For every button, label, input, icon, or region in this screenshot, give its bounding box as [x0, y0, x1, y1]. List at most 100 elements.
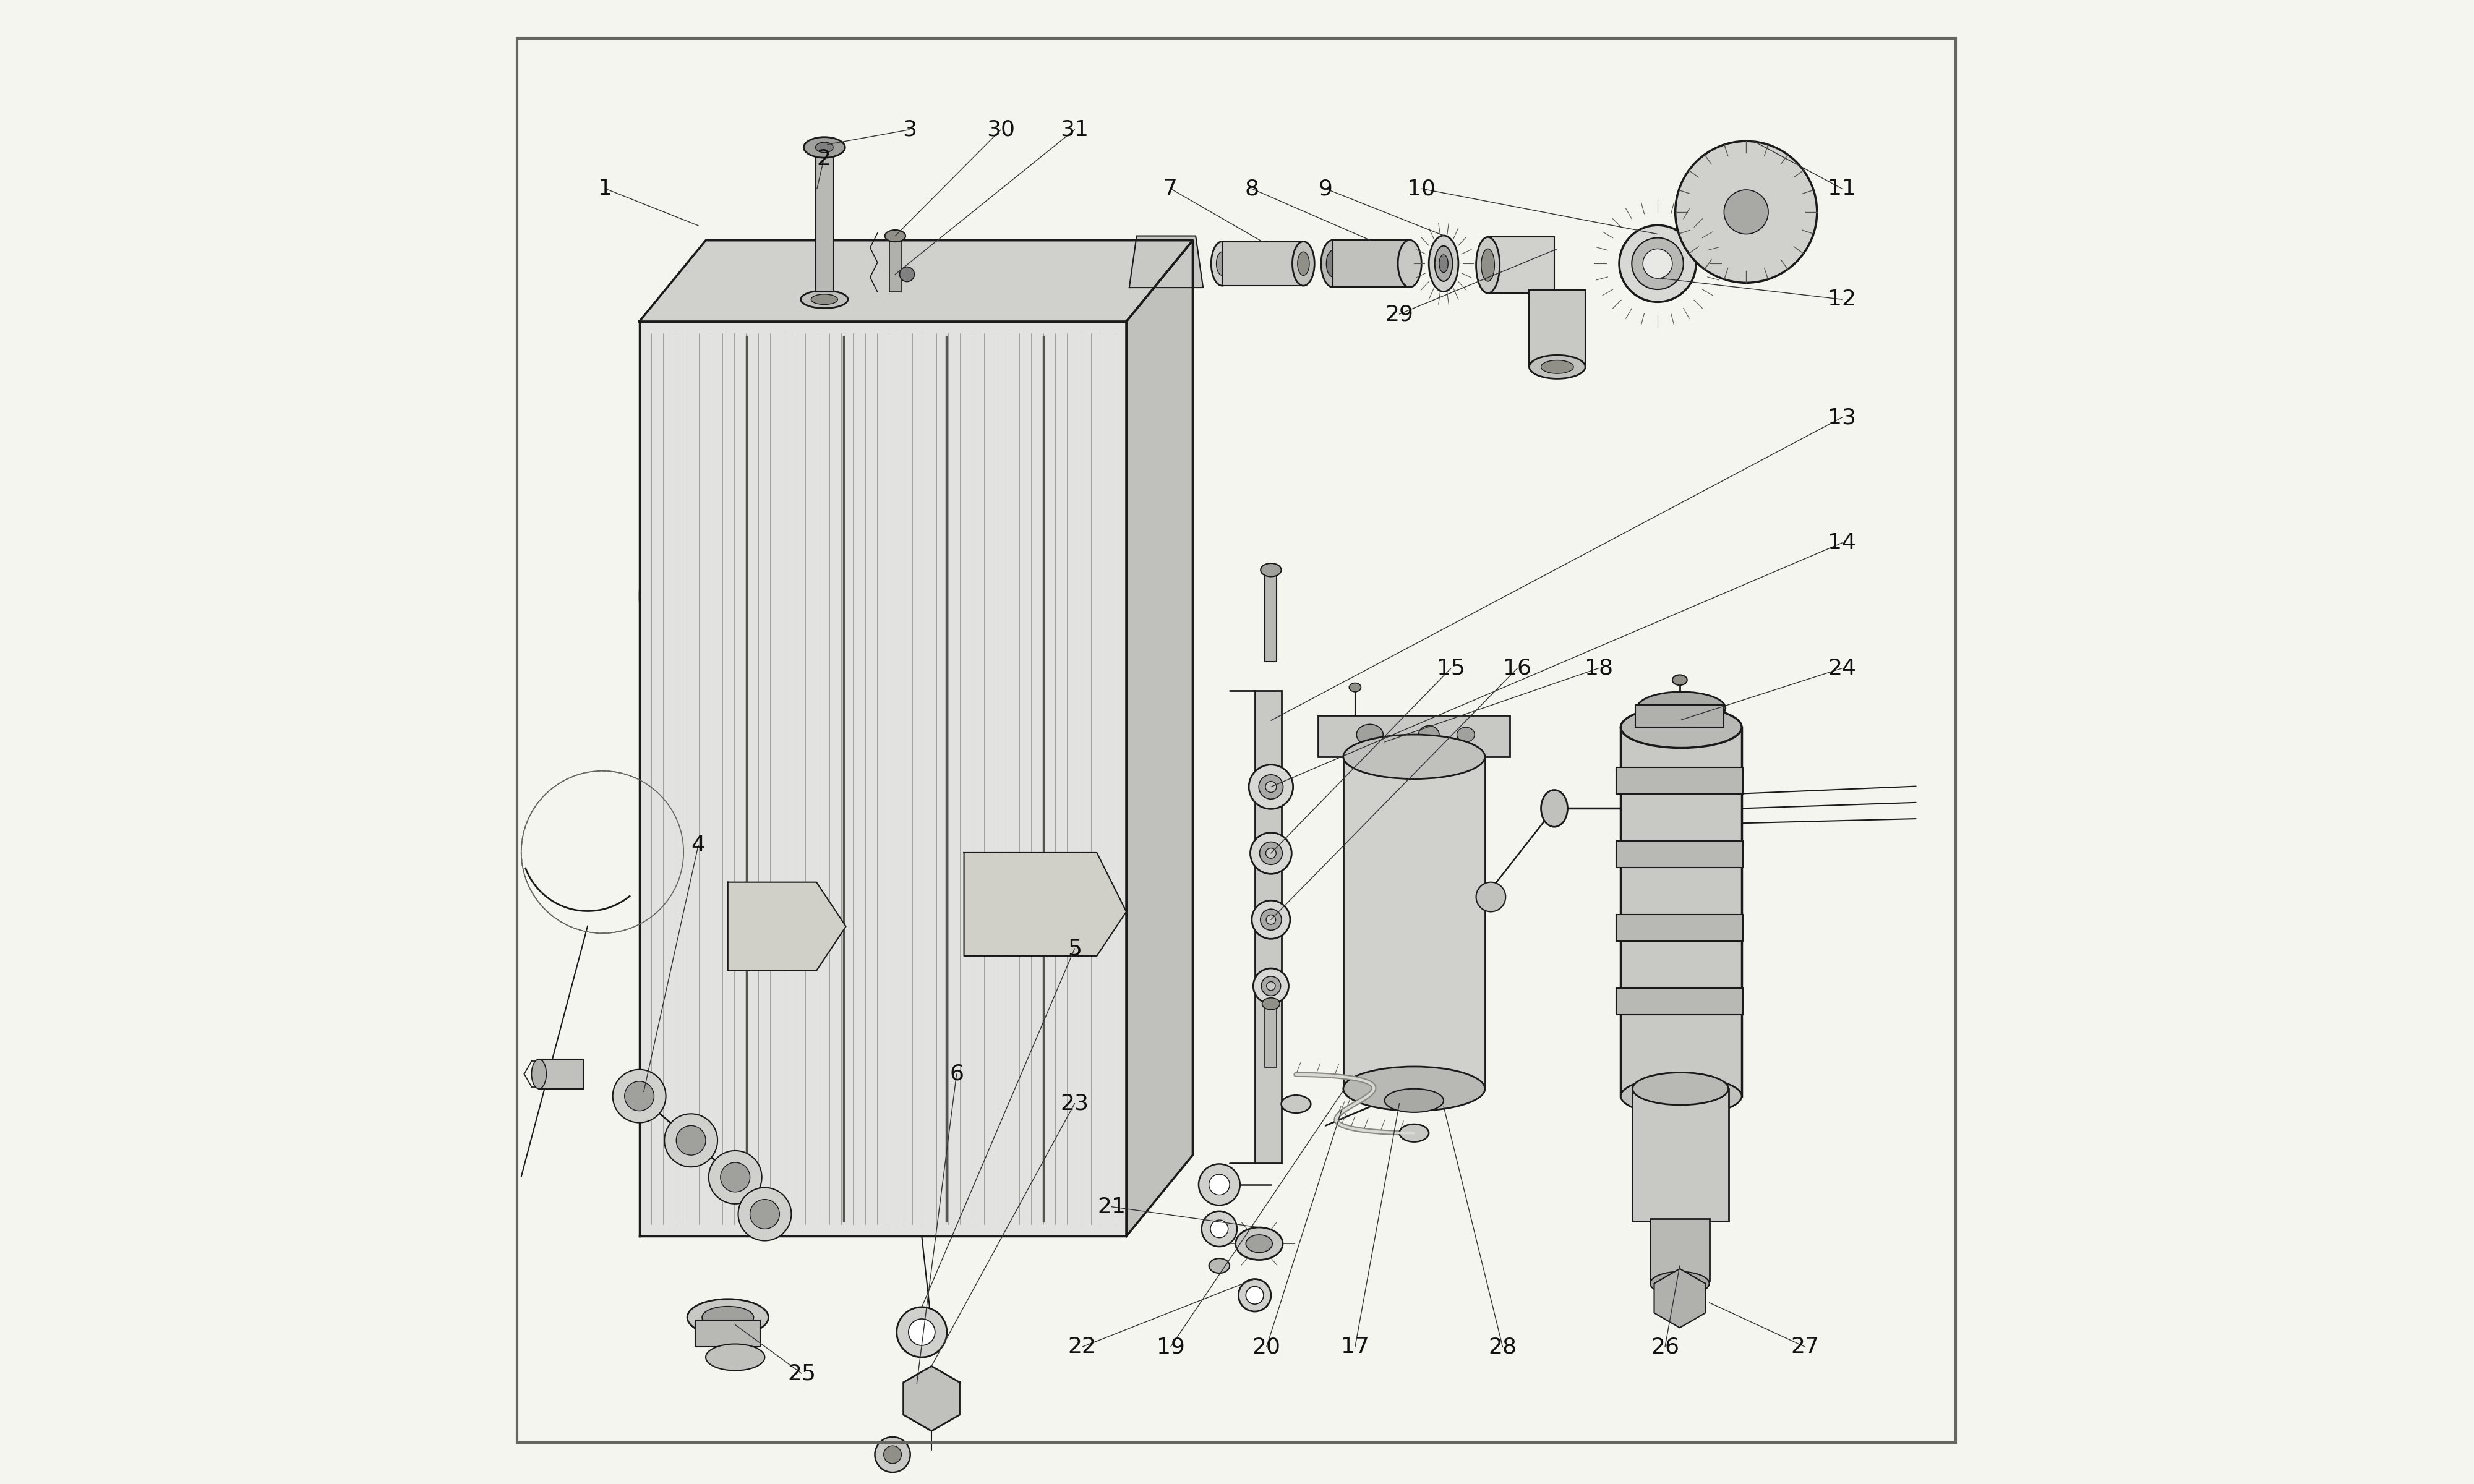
Text: 9: 9: [1319, 178, 1333, 199]
Ellipse shape: [1482, 249, 1494, 282]
Bar: [1633, 1089, 1729, 1221]
Ellipse shape: [1398, 240, 1423, 288]
Ellipse shape: [1259, 910, 1282, 930]
Text: 27: 27: [1791, 1337, 1818, 1358]
Polygon shape: [1128, 236, 1202, 288]
Polygon shape: [638, 322, 1126, 1236]
Bar: [539, 1060, 584, 1089]
Circle shape: [1202, 1211, 1237, 1247]
Ellipse shape: [1249, 764, 1294, 809]
Circle shape: [767, 907, 807, 945]
Polygon shape: [1126, 240, 1192, 1236]
Text: 17: 17: [1341, 1337, 1368, 1358]
Text: 3: 3: [903, 119, 915, 139]
Ellipse shape: [1239, 1279, 1272, 1312]
Ellipse shape: [1643, 249, 1672, 279]
Ellipse shape: [1282, 1095, 1311, 1113]
Circle shape: [1477, 881, 1507, 911]
Ellipse shape: [1247, 1235, 1272, 1252]
Bar: [888, 240, 901, 292]
Bar: [816, 151, 834, 292]
Text: 15: 15: [1437, 657, 1465, 678]
Ellipse shape: [1210, 1258, 1230, 1273]
Bar: [695, 1321, 760, 1347]
Ellipse shape: [1254, 969, 1289, 1003]
Text: 13: 13: [1828, 407, 1856, 427]
Circle shape: [675, 1125, 705, 1155]
Ellipse shape: [1267, 981, 1277, 990]
Ellipse shape: [1541, 361, 1573, 374]
Text: 2: 2: [816, 148, 831, 169]
Text: 11: 11: [1828, 178, 1856, 199]
Ellipse shape: [1435, 246, 1452, 282]
Bar: [1264, 573, 1277, 662]
Bar: [1264, 1008, 1277, 1067]
Bar: [1616, 914, 1744, 941]
Bar: [1616, 767, 1744, 794]
Ellipse shape: [1267, 847, 1277, 858]
Ellipse shape: [1321, 240, 1346, 288]
Bar: [1333, 240, 1410, 288]
Ellipse shape: [1217, 252, 1227, 276]
Ellipse shape: [1356, 724, 1383, 745]
Circle shape: [666, 1114, 717, 1166]
Ellipse shape: [705, 1345, 764, 1371]
Ellipse shape: [1259, 841, 1282, 865]
Polygon shape: [1655, 1269, 1705, 1328]
Ellipse shape: [1259, 775, 1284, 798]
Bar: [1254, 692, 1282, 1163]
Circle shape: [623, 1082, 653, 1112]
Circle shape: [614, 1070, 666, 1123]
Ellipse shape: [1247, 1287, 1264, 1304]
Polygon shape: [903, 1367, 960, 1431]
Ellipse shape: [1418, 726, 1440, 743]
Circle shape: [1197, 1163, 1239, 1205]
Bar: [1487, 237, 1554, 294]
Ellipse shape: [1457, 727, 1475, 742]
Ellipse shape: [1267, 914, 1277, 925]
Circle shape: [1724, 190, 1769, 234]
Text: 22: 22: [1069, 1337, 1096, 1358]
Text: 30: 30: [987, 119, 1014, 139]
Ellipse shape: [811, 294, 839, 304]
Ellipse shape: [1638, 692, 1724, 724]
Ellipse shape: [886, 230, 905, 242]
Ellipse shape: [1650, 1272, 1710, 1296]
Ellipse shape: [1291, 242, 1314, 286]
Ellipse shape: [688, 1298, 769, 1336]
Text: 19: 19: [1155, 1337, 1185, 1358]
Text: 4: 4: [690, 835, 705, 856]
Bar: [1616, 841, 1744, 868]
Bar: [1616, 988, 1744, 1015]
Ellipse shape: [1296, 252, 1309, 276]
Bar: [1529, 291, 1586, 367]
Ellipse shape: [802, 291, 849, 309]
Ellipse shape: [1326, 251, 1338, 278]
Text: 12: 12: [1828, 289, 1856, 310]
Text: 18: 18: [1583, 657, 1613, 678]
Text: 16: 16: [1504, 657, 1531, 678]
Ellipse shape: [1385, 1089, 1445, 1113]
Text: 7: 7: [1163, 178, 1178, 199]
Ellipse shape: [1343, 735, 1484, 779]
Circle shape: [1675, 141, 1816, 283]
Ellipse shape: [1633, 237, 1682, 289]
Ellipse shape: [908, 1319, 935, 1346]
Polygon shape: [638, 240, 1192, 322]
Circle shape: [1210, 1174, 1230, 1195]
Ellipse shape: [1529, 355, 1586, 378]
Bar: [1650, 1218, 1710, 1281]
Circle shape: [1059, 880, 1076, 898]
Ellipse shape: [1264, 781, 1277, 792]
Ellipse shape: [1235, 1227, 1282, 1260]
Bar: [1222, 242, 1304, 286]
Ellipse shape: [1477, 237, 1499, 294]
Text: 20: 20: [1252, 1337, 1282, 1358]
Ellipse shape: [1541, 789, 1569, 827]
Text: 6: 6: [950, 1064, 965, 1085]
Circle shape: [720, 1162, 750, 1192]
Text: 8: 8: [1244, 178, 1259, 199]
Bar: [1620, 727, 1742, 1097]
Polygon shape: [965, 853, 1126, 956]
Ellipse shape: [1440, 255, 1447, 273]
